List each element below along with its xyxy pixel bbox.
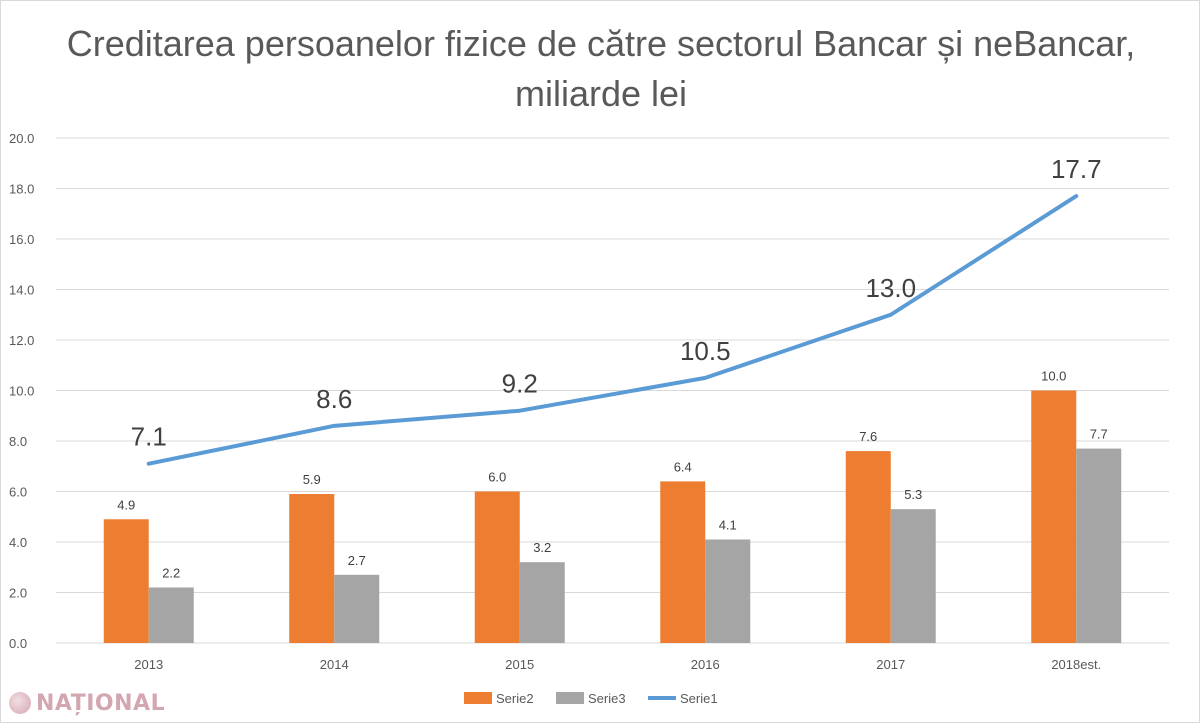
y-tick-label: 12.0	[9, 333, 34, 348]
y-tick-label: 4.0	[9, 535, 27, 550]
x-tick-label: 2018est.	[1051, 657, 1101, 672]
line-data-label: 7.1	[131, 422, 167, 452]
bar	[475, 492, 520, 644]
y-tick-label: 20.0	[9, 131, 34, 146]
legend-label: Serie3	[588, 691, 626, 706]
bar	[289, 494, 334, 643]
national-logo-icon	[9, 692, 31, 714]
x-tick-label: 2015	[505, 657, 534, 672]
bar-data-label: 7.7	[1090, 427, 1108, 442]
bar	[846, 451, 891, 643]
bar-data-label: 5.3	[904, 487, 922, 502]
line-data-label: 10.5	[680, 336, 731, 366]
watermark: NAȚIONAL	[9, 689, 165, 717]
bar-data-label: 2.2	[162, 565, 180, 580]
x-tick-label: 2013	[134, 657, 163, 672]
y-tick-label: 10.0	[9, 384, 34, 399]
bar	[149, 587, 194, 643]
bar-data-label: 10.0	[1041, 369, 1066, 384]
line-data-label: 9.2	[502, 369, 538, 399]
y-tick-label: 6.0	[9, 485, 27, 500]
x-tick-label: 2016	[691, 657, 720, 672]
bar-data-label: 5.9	[303, 472, 321, 487]
y-tick-label: 2.0	[9, 586, 27, 601]
bar	[1031, 391, 1076, 644]
y-tick-label: 16.0	[9, 232, 34, 247]
bar-data-label: 3.2	[533, 540, 551, 555]
legend-label: Serie1	[680, 691, 718, 706]
bar-data-label: 4.9	[117, 497, 135, 512]
bar	[705, 539, 750, 643]
legend-swatch	[464, 692, 492, 704]
y-tick-label: 0.0	[9, 636, 27, 651]
legend-label: Serie2	[496, 691, 534, 706]
bar	[1076, 449, 1121, 643]
x-tick-label: 2014	[320, 657, 349, 672]
series-line	[149, 196, 1077, 464]
legend-swatch	[556, 692, 584, 704]
bar-data-label: 4.1	[719, 517, 737, 532]
x-tick-label: 2017	[876, 657, 905, 672]
bar	[520, 562, 565, 643]
y-tick-label: 8.0	[9, 434, 27, 449]
y-tick-label: 14.0	[9, 283, 34, 298]
watermark-text: NAȚIONAL	[36, 691, 165, 716]
bar	[334, 575, 379, 643]
bar-data-label: 6.0	[488, 470, 506, 485]
bar	[104, 519, 149, 643]
bar	[891, 509, 936, 643]
bar-data-label: 2.7	[348, 553, 366, 568]
line-data-label: 17.7	[1051, 154, 1102, 184]
bar-data-label: 6.4	[674, 459, 692, 474]
line-data-label: 8.6	[316, 384, 352, 414]
y-tick-label: 18.0	[9, 182, 34, 197]
bar-data-label: 7.6	[859, 429, 877, 444]
line-data-label: 13.0	[865, 273, 916, 303]
bar	[660, 481, 705, 643]
